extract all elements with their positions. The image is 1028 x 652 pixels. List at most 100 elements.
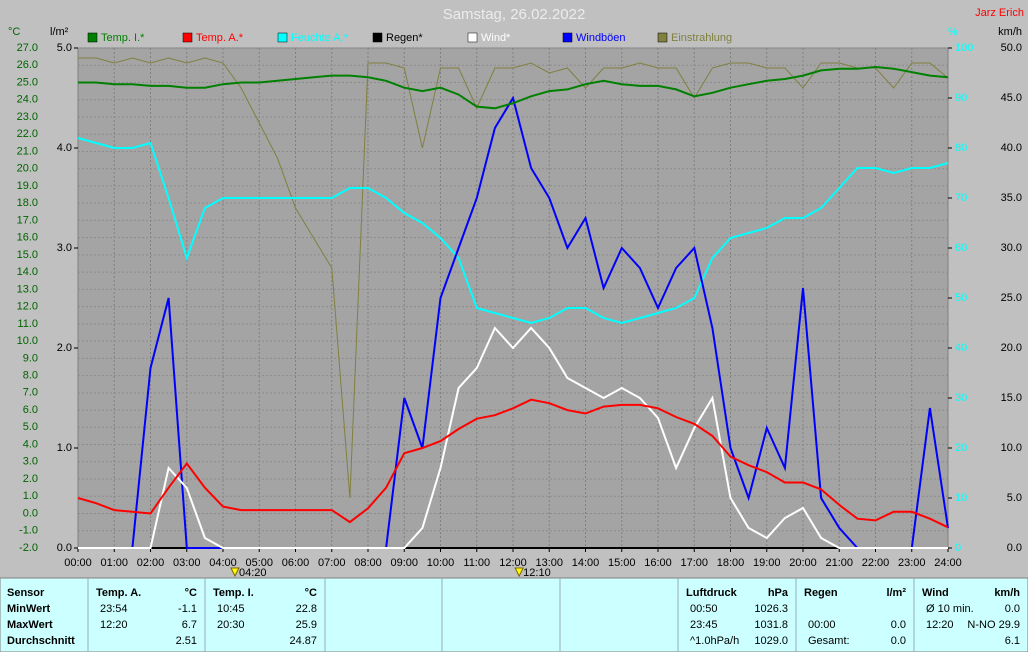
- y3-tick-label: 4.0: [57, 142, 72, 154]
- stat-time: Ø 10 min.: [926, 603, 974, 615]
- stats-panel: [0, 577, 1028, 652]
- x-tick-label: 19:00: [753, 557, 781, 569]
- x-tick-label: 22:00: [862, 557, 890, 569]
- y3-tick-label: 0.0: [57, 542, 72, 554]
- x-tick-label: 15:00: [608, 557, 636, 569]
- y-tick-label: 3.0: [23, 456, 38, 468]
- block-title: Luftdruck: [686, 587, 738, 599]
- y4-tick-label: 45.0: [1001, 92, 1022, 104]
- x-tick-label: 16:00: [644, 557, 672, 569]
- block-unit: hPa: [768, 587, 789, 599]
- y-tick-label: 10.0: [17, 335, 38, 347]
- legend-label: Windböen: [576, 32, 626, 44]
- y2-tick-label: 10: [955, 492, 967, 504]
- row-label: Sensor: [7, 587, 45, 599]
- stat-value: 25.9: [296, 619, 317, 631]
- x-tick-label: 24:00: [934, 557, 962, 569]
- y-tick-label: 9.0: [23, 352, 38, 364]
- y2-tick-label: 100: [955, 42, 973, 54]
- y2-axis-title: %: [948, 26, 958, 38]
- stat-value: N-NO 29.9: [967, 619, 1020, 631]
- x-tick-label: 06:00: [282, 557, 310, 569]
- stat-value: 24.87: [289, 635, 317, 647]
- y3-tick-label: 2.0: [57, 342, 72, 354]
- y-tick-label: 6.0: [23, 404, 38, 416]
- y3-tick-label: 1.0: [57, 442, 72, 454]
- y4-tick-label: 35.0: [1001, 192, 1022, 204]
- y-tick-label: 16.0: [17, 232, 38, 244]
- annotation-marker: [514, 567, 524, 578]
- row-label: Durchschnitt: [7, 635, 75, 647]
- stat-time: 23:54: [100, 603, 128, 615]
- x-tick-label: 13:00: [535, 557, 563, 569]
- block-title: Temp. I.: [213, 587, 254, 599]
- y-tick-label: 26.0: [17, 59, 38, 71]
- stat-time: 00:00: [808, 619, 836, 631]
- stat-value: 1029.0: [754, 635, 788, 647]
- y-tick-label: 5.0: [23, 421, 38, 433]
- series-line: [78, 57, 949, 499]
- y-tick-label: -1.0: [19, 525, 38, 537]
- block-unit: °C: [305, 587, 317, 599]
- block-unit: km/h: [994, 587, 1020, 599]
- y-tick-label: 21.0: [17, 145, 38, 157]
- y3-tick-label: 5.0: [57, 42, 72, 54]
- y-tick-label: 14.0: [17, 266, 38, 278]
- stat-value: 0.0: [891, 619, 906, 631]
- x-tick-label: 12:00: [499, 557, 527, 569]
- legend-label: Einstrahlung: [671, 32, 732, 44]
- series-line: [78, 326, 948, 549]
- stat-time: 23:45: [690, 619, 718, 631]
- y2-tick-label: 50: [955, 292, 967, 304]
- x-tick-label: 03:00: [173, 557, 201, 569]
- series-line: [78, 65, 949, 110]
- y-tick-label: 19.0: [17, 180, 38, 192]
- series-line: [77, 398, 949, 529]
- y4-tick-label: 20.0: [1001, 342, 1022, 354]
- block-title: Wind: [922, 587, 949, 599]
- x-tick-label: 11:00: [463, 557, 490, 569]
- y-tick-label: 18.0: [17, 197, 38, 209]
- legend-label: Feuchte A.*: [291, 32, 349, 44]
- y4-tick-label: 0.0: [1007, 542, 1022, 554]
- stat-time: 20:30: [217, 619, 245, 631]
- chart-title: Samstag, 26.02.2022: [443, 6, 586, 23]
- y-tick-label: 24.0: [17, 94, 38, 106]
- y2-tick-label: 90: [955, 92, 967, 104]
- y-tick-label: 15.0: [17, 249, 38, 261]
- row-label: MinWert: [7, 603, 51, 615]
- y-tick-label: 1.0: [23, 490, 38, 502]
- y-tick-label: 20.0: [17, 163, 38, 175]
- stat-value: 2.51: [176, 635, 197, 647]
- y-tick-label: 4.0: [23, 438, 38, 450]
- annotation-label: 04:20: [239, 567, 267, 579]
- stat-value: 0.0: [1005, 603, 1020, 615]
- y-tick-label: -2.0: [19, 542, 38, 554]
- annotation-label: 12:10: [523, 567, 551, 579]
- x-tick-label: 00:00: [64, 557, 92, 569]
- x-tick-label: 10:00: [427, 557, 455, 569]
- stat-time: 12:20: [926, 619, 954, 631]
- y3-axis-title: l/m²: [50, 26, 69, 38]
- y-tick-label: 12.0: [17, 301, 38, 313]
- y-tick-label: 0.0: [23, 507, 38, 519]
- y2-tick-label: 40: [955, 342, 967, 354]
- y-tick-label: 2.0: [23, 473, 38, 485]
- y2-tick-label: 80: [955, 142, 967, 154]
- stat-value: 6.7: [182, 619, 197, 631]
- stat-time: Gesamt:: [808, 635, 850, 647]
- y4-tick-label: 10.0: [1001, 442, 1022, 454]
- stat-time: 00:50: [690, 603, 718, 615]
- annotation-marker: [230, 567, 240, 578]
- y-tick-label: 11.0: [17, 318, 38, 330]
- x-tick-label: 18:00: [717, 557, 745, 569]
- y-tick-label: 7.0: [23, 387, 38, 399]
- stat-time: ^1.0hPa/h: [690, 635, 739, 647]
- x-tick-label: 05:00: [245, 557, 273, 569]
- stat-value: 6.1: [1005, 635, 1020, 647]
- legend-swatch: [372, 32, 383, 43]
- y4-tick-label: 25.0: [1001, 292, 1022, 304]
- x-tick-label: 20:00: [789, 557, 817, 569]
- legend-swatch: [467, 32, 478, 43]
- y4-tick-label: 50.0: [1001, 42, 1022, 54]
